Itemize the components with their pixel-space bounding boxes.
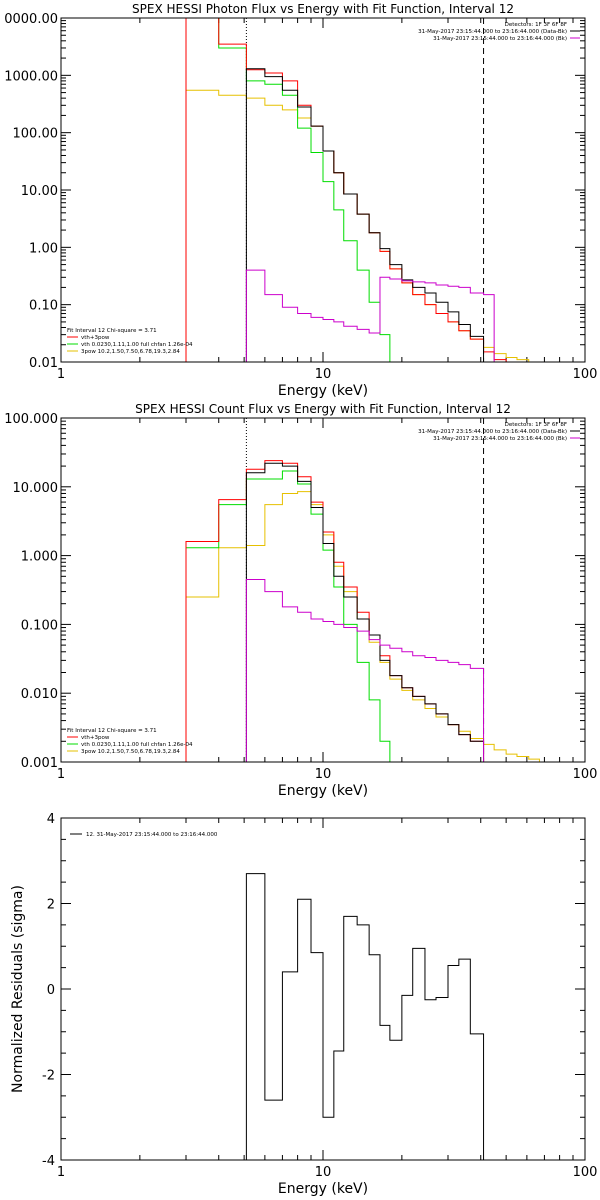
y-tick-label: 0.100 (21, 618, 58, 633)
x-tick-label: 10 (315, 767, 332, 782)
legend-bottom-left-text: 3pow 10.2,1.50,7.50,6.78,19.3,2.84 (81, 349, 180, 355)
y-tick-label: 0 (47, 983, 55, 998)
plot-frame (60, 17, 586, 363)
chart-panel-3: 1 10 100 -4 -2 0 2 4 Energy (keV) Normalized Resi… (10, 812, 597, 1197)
legend-bottom-left-text: 3pow 10.2,1.50,7.50,6.78,19.3,2.84 (81, 749, 180, 755)
y-tick-label: 1000.00 (4, 69, 58, 84)
residual-legend-text: 12. 31-May-2017 23:15:44.000 to 23:16:44… (86, 832, 218, 838)
x-tick-label: 10 (315, 1165, 332, 1180)
legend-bottom-left-text: vth+3pow (81, 735, 110, 741)
plot-frame (60, 817, 586, 1161)
series-line-data-bk (245, 68, 495, 362)
legend-top-right-text: 31-May-2017 23:15:44.000 to 23:16:44.000… (433, 436, 567, 442)
series-line-bk (245, 578, 485, 762)
legend-bottom-left: Fit Interval 12 Chi-square = 3.71vth+3po… (67, 728, 193, 755)
x-axis-label: Energy (keV) (278, 783, 368, 799)
y-tick-label: 10.00 (21, 184, 58, 199)
y-tick-label: 0.001 (21, 756, 58, 771)
y-tick-label: 0.010 (21, 687, 58, 702)
y-tick-label: 100.000 (4, 412, 58, 427)
x-tick-label: 1 (57, 367, 65, 382)
residual-legend: 12. 31-May-2017 23:15:44.000 to 23:16:44… (70, 832, 218, 838)
y-tick-label: -4 (42, 1154, 55, 1169)
legend-top-right-text: 31-May-2017 23:15:44.000 to 23:16:44.000… (418, 429, 567, 435)
y-axis-label: Normalized Residuals (sigma) (10, 885, 26, 1093)
y-tick-label: 0.01 (29, 356, 58, 371)
series-line-vth (185, 18, 402, 362)
y-tick-label: 4 (47, 812, 55, 827)
y-tick-label: 2 (47, 898, 55, 913)
y-tick-label: 0000.00 (4, 12, 58, 27)
legend-top-right-text: 31-May-2017 23:15:44.000 to 23:16:44.000… (433, 36, 567, 42)
chart-panel-1: 1 10 100 0.01 0.10 1.00 10.00 100.00 1000.00 0000… (4, 2, 597, 399)
legend-bottom-left-text: Fit Interval 12 Chi-square = 3.71 (67, 728, 157, 734)
series-line-vth-3pow (185, 18, 507, 362)
y-tick-label: 100.00 (13, 127, 59, 142)
series-line-12-31-may-2017-23-15-44-000-to-23-16-44-000 (245, 873, 485, 1160)
legend-bottom-left-text: vth 0.0230,1.11,1.00 full chfan 1.26e-04 (81, 742, 193, 748)
legend-bottom-left-text: vth+3pow (81, 335, 110, 341)
legend-top-right-text: Detectors: 1F 3F 6F 8F (505, 422, 567, 428)
y-tick-label: 1.000 (21, 550, 58, 565)
y-tick-label: -2 (42, 1069, 55, 1084)
legend-bottom-left-text: vth 0.0230,1.11,1.00 full chfan 1.26e-04 (81, 342, 193, 348)
legend-bottom-left: Fit Interval 12 Chi-square = 3.71vth+3po… (67, 328, 193, 355)
y-tick-label: 0.10 (29, 299, 58, 314)
chart-title: SPEX HESSI Count Flux vs Energy with Fit… (135, 402, 511, 416)
x-tick-label: 100 (573, 367, 598, 382)
legend-bottom-left-text: Fit Interval 12 Chi-square = 3.71 (67, 328, 157, 334)
y-tick-label: 1.00 (29, 241, 58, 256)
x-tick-label: 100 (573, 1165, 598, 1180)
x-tick-label: 1 (57, 1165, 65, 1180)
legend-top-right-text: 31-May-2017 23:15:44.000 to 23:16:44.000… (418, 29, 567, 35)
x-axis-label: Energy (keV) (278, 383, 368, 399)
x-axis-label: Energy (keV) (278, 1181, 368, 1197)
x-tick-label: 100 (573, 767, 598, 782)
series-line-data-bk (245, 462, 485, 762)
chart-panel-2: 1 10 100 0.001 0.010 0.100 1.000 10.000 100.000 S… (4, 402, 597, 799)
x-tick-label: 1 (57, 767, 65, 782)
series-line-bk (245, 269, 495, 362)
series-line-3pow (185, 89, 540, 362)
x-tick-label: 10 (315, 367, 332, 382)
y-tick-label: 10.000 (13, 481, 59, 496)
series-line-3pow (185, 491, 540, 762)
plot-frame (60, 417, 586, 763)
legend-top-right-text: Detectors: 1F 3F 6F 8F (505, 22, 567, 28)
chart-title: SPEX HESSI Photon Flux vs Energy with Fi… (132, 2, 514, 16)
